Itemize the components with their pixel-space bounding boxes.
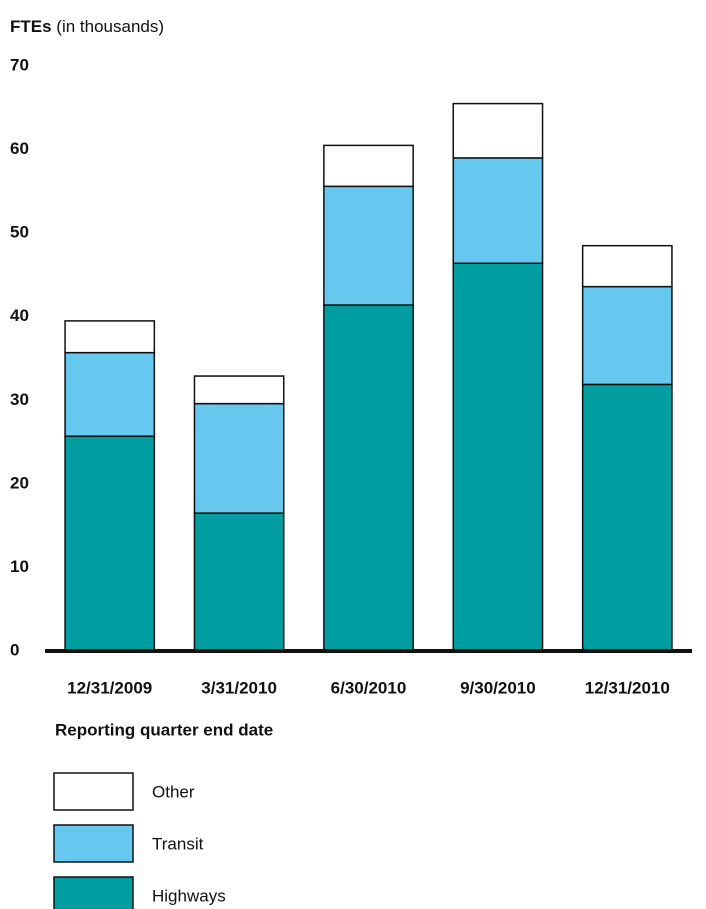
- y-tick-label: 30: [10, 390, 29, 409]
- bar-segment: [581, 285, 673, 386]
- legend-label: Highways: [152, 886, 226, 905]
- y-tick-label: 50: [10, 223, 29, 242]
- legend-swatch: [53, 824, 134, 863]
- legend-label: Transit: [152, 834, 204, 853]
- x-tick-label: 6/30/2010: [331, 678, 407, 697]
- bar-segment: [323, 185, 414, 306]
- y-tick-label: 70: [10, 55, 29, 74]
- x-tick-label: 3/31/2010: [201, 678, 277, 697]
- x-axis-label: Reporting quarter end date: [55, 720, 273, 739]
- bar-segment: [323, 304, 414, 652]
- bar-segment: [452, 262, 544, 652]
- y-tick-label: 20: [10, 473, 29, 492]
- bar-segment: [452, 157, 544, 264]
- y-axis-title: FTEs: [10, 17, 52, 36]
- bar-segment: [64, 351, 156, 437]
- legend-swatch: [53, 876, 134, 909]
- bar-segment: [64, 435, 156, 652]
- x-tick-label: 9/30/2010: [460, 678, 536, 697]
- y-tick-label: 60: [10, 139, 29, 158]
- x-tick-label: 12/31/2010: [585, 678, 670, 697]
- bar-segment: [193, 402, 285, 514]
- bar-segment: [581, 383, 673, 652]
- y-tick-label: 40: [10, 306, 29, 325]
- y-tick-label: 10: [10, 557, 29, 576]
- x-tick-label: 12/31/2009: [67, 678, 152, 697]
- y-axis-unit: (in thousands): [56, 17, 164, 36]
- bar-segment: [193, 375, 285, 405]
- bar-segment: [323, 144, 414, 188]
- y-tick-label: 0: [10, 640, 19, 659]
- y-axis-label: FTEs (in thousands): [10, 17, 164, 36]
- bar-segment: [581, 244, 673, 288]
- legend-swatch: [53, 772, 134, 811]
- bar-segment: [64, 320, 156, 354]
- bar-segment: [193, 512, 285, 652]
- bar-segment: [452, 102, 544, 159]
- legend-label: Other: [152, 782, 195, 801]
